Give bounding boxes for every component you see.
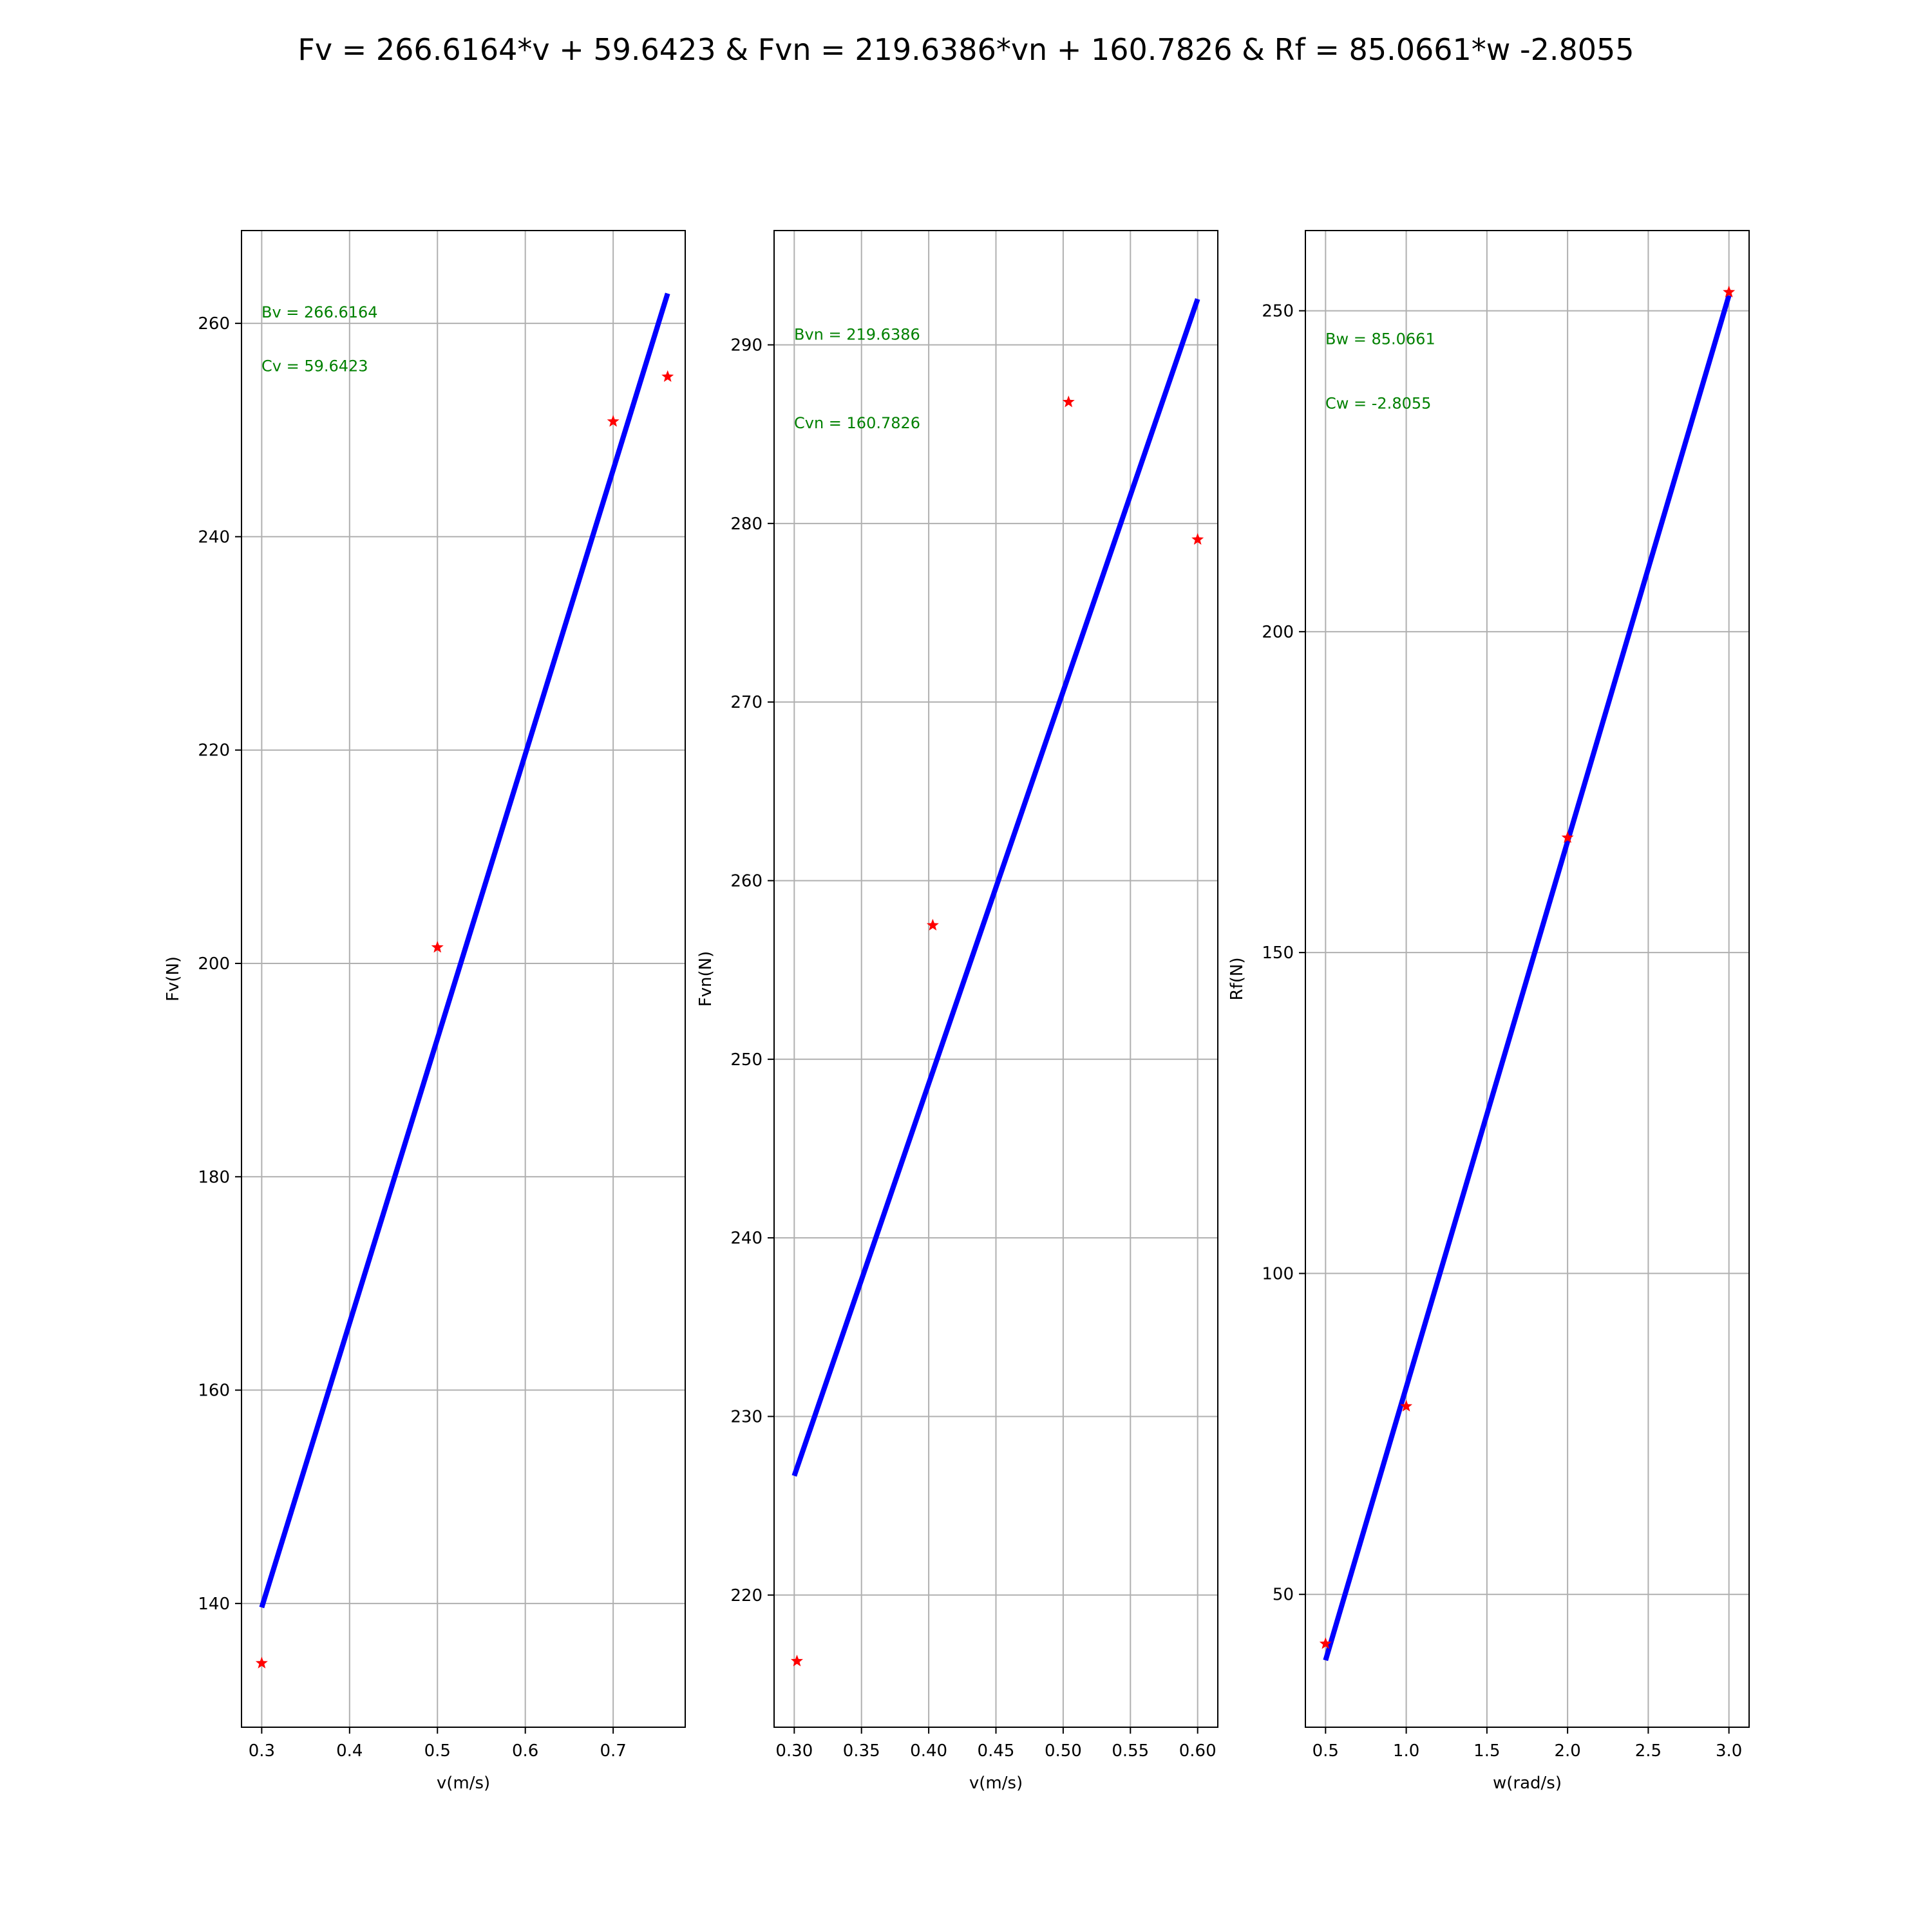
y-tick-label: 290	[730, 336, 762, 355]
fit-line	[259, 292, 670, 1609]
y-tick-label: 160	[198, 1381, 230, 1401]
x-tick-label: 0.7	[600, 1741, 626, 1761]
x-axis-label: w(rad/s)	[1493, 1774, 1562, 1793]
y-tick-label: 50	[1273, 1586, 1294, 1605]
data-point	[926, 918, 939, 931]
subplots: 0.3 0.4 0.5 0.6 0.7 140 160 180 200 220 240 260 v(m/…	[164, 230, 1750, 1793]
data-point	[790, 1654, 803, 1667]
slope-annotation: Bv = 266.6164	[261, 303, 378, 321]
y-tick-label: 200	[198, 954, 230, 974]
fit-line	[1323, 294, 1732, 1662]
data-point	[607, 415, 620, 427]
x-tick-label: 0.50	[1045, 1741, 1082, 1761]
y-tick-label: 240	[198, 527, 230, 547]
data-point	[1561, 831, 1574, 843]
y-tick-label: 260	[730, 871, 762, 891]
subplot-1: 0.3 0.4 0.5 0.6 0.7 140 160 180 200 220 240 260 v(m/…	[164, 230, 686, 1793]
x-tick-label: 0.3	[249, 1741, 275, 1761]
x-tick-label: 0.45	[978, 1741, 1015, 1761]
x-tick-label: 2.5	[1635, 1741, 1662, 1761]
data-point	[1723, 285, 1736, 298]
x-axis-label: v(m/s)	[437, 1774, 490, 1793]
y-tick-label: 280	[730, 515, 762, 534]
x-tick-label: 0.5	[424, 1741, 451, 1761]
y-axis-label: Fvn(N)	[696, 951, 715, 1007]
y-tick-label: 180	[198, 1168, 230, 1187]
axes-frame	[241, 230, 686, 1728]
y-tick-label: 140	[198, 1595, 230, 1614]
data-point	[1319, 1637, 1332, 1649]
x-tick-label: 0.60	[1179, 1741, 1217, 1761]
x-tick-label: 0.6	[512, 1741, 538, 1761]
intercept-annotation: Cw = -2.8055	[1325, 395, 1431, 413]
axes-frame	[1305, 230, 1750, 1728]
x-tick-label: 0.55	[1112, 1741, 1149, 1761]
y-axis-label: Fv(N)	[164, 956, 183, 1001]
y-tick-label: 100	[1262, 1264, 1294, 1283]
slope-annotation: Bvn = 219.6386	[794, 326, 920, 344]
y-tick-label: 270	[730, 693, 762, 712]
intercept-annotation: Cv = 59.6423	[261, 357, 368, 375]
data-point	[431, 941, 444, 953]
y-tick-label: 150	[1262, 943, 1294, 963]
data-point	[255, 1656, 268, 1669]
subplot-3: 0.5 1.0 1.5 2.0 2.5 3.0 50 100 150 200 250 w(rad/s)…	[1227, 230, 1750, 1793]
y-axis-label: Rf(N)	[1227, 958, 1247, 1001]
slope-annotation: Bw = 85.0661	[1325, 330, 1435, 348]
x-tick-label: 1.0	[1393, 1741, 1419, 1761]
x-tick-label: 2.0	[1554, 1741, 1580, 1761]
x-tick-label: 3.0	[1716, 1741, 1742, 1761]
data-point	[661, 370, 674, 383]
data-point	[1191, 533, 1204, 545]
y-tick-label: 220	[198, 741, 230, 761]
x-tick-label: 0.30	[775, 1741, 813, 1761]
x-tick-label: 0.4	[336, 1741, 363, 1761]
fit-line	[791, 298, 1200, 1477]
intercept-annotation: Cvn = 160.7826	[794, 414, 920, 432]
data-point	[1400, 1399, 1413, 1412]
y-tick-label: 220	[730, 1586, 762, 1605]
y-tick-label: 250	[730, 1050, 762, 1070]
subplot-2: 0.30 0.35 0.40 0.45 0.50 0.55 0.60 220 230 240 250…	[696, 230, 1218, 1793]
x-axis-label: v(m/s)	[969, 1774, 1023, 1793]
figure-title: Fv = 266.6164*v + 59.6423 & Fvn = 219.63…	[298, 32, 1634, 67]
y-tick-label: 230	[730, 1407, 762, 1426]
x-tick-label: 0.5	[1312, 1741, 1339, 1761]
data-point	[1062, 395, 1075, 408]
y-tick-label: 240	[730, 1229, 762, 1248]
x-tick-label: 0.35	[843, 1741, 880, 1761]
y-tick-label: 260	[198, 314, 230, 334]
y-tick-label: 250	[1262, 302, 1294, 321]
x-tick-label: 1.5	[1473, 1741, 1500, 1761]
x-tick-label: 0.40	[910, 1741, 947, 1761]
y-tick-label: 200	[1262, 623, 1294, 642]
